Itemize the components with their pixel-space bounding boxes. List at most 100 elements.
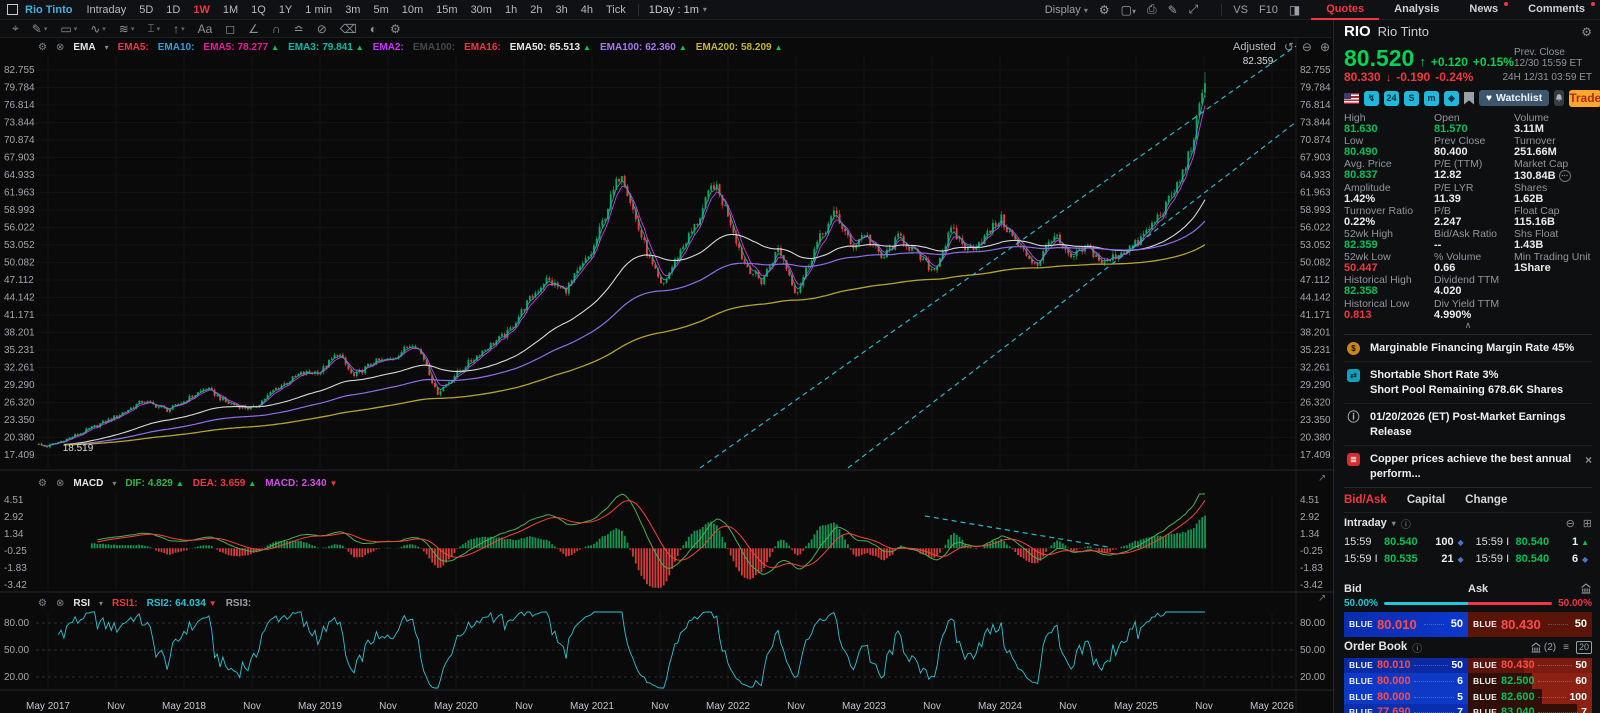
- earnings-notice[interactable]: ⓘ01/20/2026 (ET) Post-Market Earnings Re…: [1344, 403, 1592, 445]
- timeframe-1min[interactable]: 1 min: [305, 4, 332, 16]
- measure-icon[interactable]: ⌶▾: [147, 21, 160, 36]
- reset-zoom-icon[interactable]: ↺: [1284, 40, 1294, 54]
- strong-magnet-icon[interactable]: ≏: [294, 22, 304, 36]
- moomoo-badge-icon[interactable]: m: [1424, 91, 1439, 106]
- draw-icon[interactable]: ✎▾: [32, 22, 48, 36]
- interval-dropdown[interactable]: 1Day : 1m ▾: [649, 4, 707, 16]
- timeframe-5D[interactable]: 5D: [139, 4, 153, 16]
- ob-ask-cell[interactable]: BLUE80.43050: [1468, 658, 1592, 674]
- order-book-row[interactable]: BLUE80.0005BLUE82.600100: [1344, 689, 1592, 705]
- timeframe-1W[interactable]: 1W: [193, 4, 210, 16]
- indicator-settings-icon[interactable]: ⚙: [38, 42, 47, 53]
- timeframe-1Q[interactable]: 1Q: [251, 4, 266, 16]
- timeframe-Tick[interactable]: Tick: [606, 4, 626, 16]
- indicator-settings-icon[interactable]: ⚙: [38, 598, 47, 609]
- tab-bidask[interactable]: Bid/Ask: [1344, 494, 1387, 506]
- panel-gear-icon[interactable]: ⚙: [1581, 25, 1592, 39]
- layout-dropdown-icon[interactable]: ▢▾: [1121, 3, 1136, 17]
- settings-gear-icon[interactable]: ⚙: [1099, 3, 1110, 17]
- zoom-in-icon[interactable]: ⊕: [1320, 40, 1330, 54]
- ob-bid-cell[interactable]: BLUE77.6907: [1344, 704, 1468, 713]
- shortable-notice[interactable]: ⇄Shortable Short Rate 3%Short Pool Remai…: [1344, 361, 1592, 403]
- flash-badge-icon[interactable]: ↯: [1364, 91, 1379, 106]
- more-info-icon[interactable]: ⋯: [1559, 170, 1571, 182]
- expand-macd-pane-icon[interactable]: ↗: [1318, 473, 1326, 484]
- angle-tool-icon[interactable]: ∠: [248, 22, 259, 36]
- timeframe-15m[interactable]: 15m: [436, 4, 457, 16]
- timeframe-30m[interactable]: 30m: [471, 4, 492, 16]
- broker-bank-icon[interactable]: [1580, 583, 1592, 594]
- tab-analysis[interactable]: Analysis: [1379, 0, 1454, 18]
- trade-button[interactable]: Trade: [1569, 90, 1600, 107]
- timeframe-5m[interactable]: 5m: [373, 4, 388, 16]
- indicator-name[interactable]: MACD: [73, 478, 103, 489]
- side-panel-icon[interactable]: ◨: [1289, 3, 1300, 17]
- tab-comments[interactable]: Comments: [1513, 0, 1600, 18]
- timeframe-4h[interactable]: 4h: [581, 4, 593, 16]
- tab-change[interactable]: Change: [1465, 494, 1507, 506]
- tab-news[interactable]: News: [1454, 0, 1513, 18]
- trend-lines-icon[interactable]: ∿▾: [90, 22, 106, 36]
- compare-icon[interactable]: ◐: [370, 22, 377, 36]
- timeframe-1M[interactable]: 1M: [223, 4, 238, 16]
- level1-bid[interactable]: BLUE 80.010 50: [1344, 612, 1468, 637]
- indicator-close-icon[interactable]: ⊗: [56, 478, 64, 489]
- display-dropdown[interactable]: Display ▾: [1045, 4, 1088, 16]
- filter-sliders-icon[interactable]: ≡: [1563, 642, 1569, 653]
- chart-settings-icon[interactable]: ⚙: [390, 22, 401, 36]
- delete-drawings-icon[interactable]: ⌫: [340, 22, 357, 36]
- ob-bid-cell[interactable]: BLUE80.01050: [1344, 658, 1468, 674]
- bookmark-icon[interactable]: [1464, 92, 1474, 105]
- timeframe-Intraday[interactable]: Intraday: [86, 4, 126, 16]
- news-notice[interactable]: ≣Copper prices achieve the best annual p…: [1344, 445, 1592, 487]
- indicator-settings-icon[interactable]: ⚙: [38, 478, 47, 489]
- screenshot-icon[interactable]: ⎙: [1147, 2, 1157, 17]
- indicator-name[interactable]: EMA: [73, 42, 95, 53]
- arrow-marker-icon[interactable]: ↑▾: [173, 22, 185, 36]
- zoom-out-icon[interactable]: ⊖: [1302, 40, 1312, 54]
- grid-view-icon[interactable]: ⊞: [1583, 517, 1592, 530]
- minus-circle-icon[interactable]: ⊖: [1566, 517, 1575, 530]
- main-chart[interactable]: May 2017NovMay 2018NovMay 2019NovMay 202…: [0, 38, 1333, 713]
- expand-rsi-pane-icon[interactable]: ↗: [1318, 593, 1326, 604]
- text-tool-icon[interactable]: Aa: [198, 22, 213, 36]
- indicator-close-icon[interactable]: ⊗: [56, 42, 64, 53]
- edit-icon[interactable]: ✎: [1168, 3, 1178, 17]
- hours-24-badge-icon[interactable]: 24: [1384, 91, 1399, 106]
- timeframe-10m[interactable]: 10m: [402, 4, 423, 16]
- timeframe-2h[interactable]: 2h: [530, 4, 542, 16]
- close-icon[interactable]: ×: [1585, 453, 1592, 468]
- broker-bank-icon[interactable]: (2): [1530, 642, 1556, 653]
- order-book-row[interactable]: BLUE80.01050BLUE80.43050: [1344, 658, 1592, 674]
- ob-ask-cell[interactable]: BLUE82.50060: [1468, 673, 1592, 689]
- hide-drawings-icon[interactable]: ⊘: [317, 22, 327, 36]
- info-icon[interactable]: ⓘ: [1412, 640, 1422, 655]
- info-icon[interactable]: ⓘ: [1401, 516, 1411, 531]
- ob-ask-cell[interactable]: BLUE82.600100: [1468, 689, 1592, 705]
- fullscreen-icon[interactable]: ⤢: [1189, 2, 1199, 17]
- window-icon[interactable]: [7, 4, 18, 15]
- symbol-title[interactable]: Rio Tinto: [25, 4, 72, 16]
- indicator-name[interactable]: RSI: [73, 598, 90, 609]
- adjusted-label[interactable]: Adjusted: [1233, 41, 1276, 53]
- shortable-s-badge-icon[interactable]: S: [1404, 91, 1419, 106]
- ob-bid-cell[interactable]: BLUE80.0005: [1344, 689, 1468, 705]
- depth-level-button[interactable]: 20: [1576, 641, 1592, 654]
- order-book-row[interactable]: BLUE80.0006BLUE82.50060: [1344, 673, 1592, 689]
- channels-icon[interactable]: ≋▾: [119, 22, 135, 36]
- timeframe-1D[interactable]: 1D: [166, 4, 180, 16]
- magnet-icon[interactable]: ∩: [272, 22, 281, 36]
- move-icon[interactable]: ⌖: [12, 21, 19, 36]
- indicator-close-icon[interactable]: ⊗: [56, 598, 64, 609]
- tag-badge-icon[interactable]: ◈: [1444, 91, 1459, 106]
- watchlist-button[interactable]: ♥Watchlist: [1479, 90, 1549, 106]
- ob-bid-cell[interactable]: BLUE80.0006: [1344, 673, 1468, 689]
- comment-tool-icon[interactable]: ◻: [225, 22, 235, 36]
- timeframe-3m[interactable]: 3m: [345, 4, 360, 16]
- tab-capital[interactable]: Capital: [1407, 494, 1445, 506]
- timeframe-1Y[interactable]: 1Y: [279, 4, 292, 16]
- ob-ask-cell[interactable]: BLUE83.0407: [1468, 704, 1592, 713]
- vs-button[interactable]: VS: [1233, 4, 1248, 16]
- timeframe-3h[interactable]: 3h: [555, 4, 567, 16]
- margin-notice[interactable]: $Marginable Financing Margin Rate 45%: [1344, 335, 1592, 361]
